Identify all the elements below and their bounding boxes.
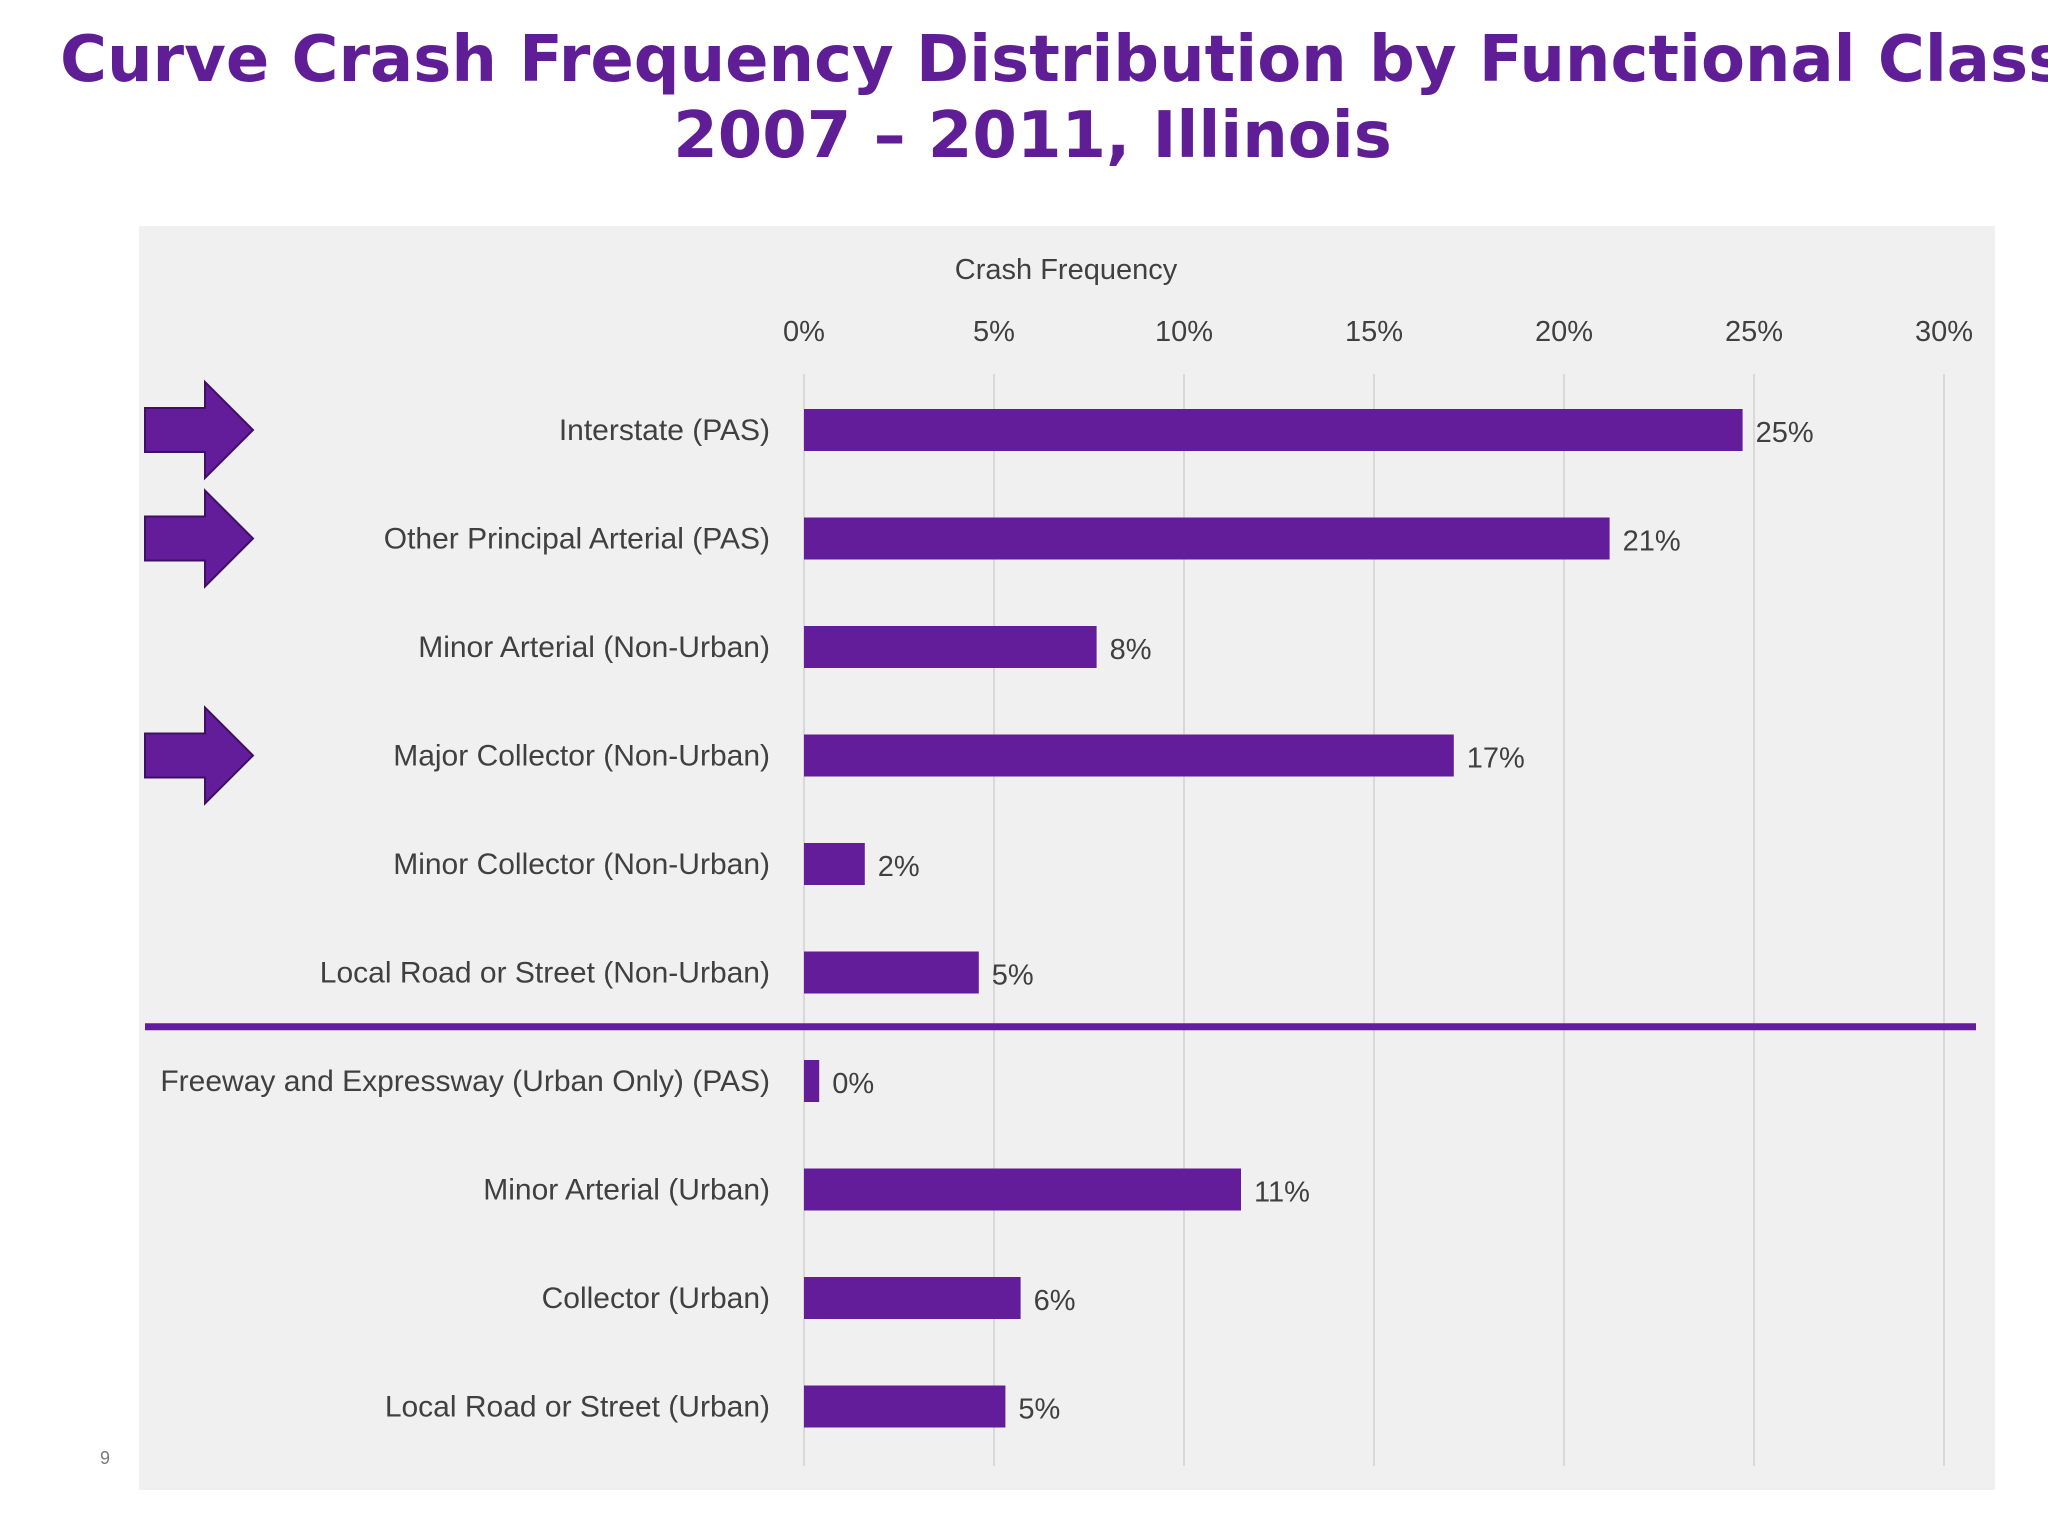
data-label: 0% <box>832 1068 874 1100</box>
x-tick-label: 30% <box>1915 316 1973 348</box>
bar <box>804 626 1097 668</box>
category-label: Local Road or Street (Urban) <box>385 1391 770 1424</box>
data-label: 5% <box>1018 1394 1060 1426</box>
slide-number: 9 <box>100 1448 111 1468</box>
bar <box>804 1385 1006 1428</box>
x-axis-title: Crash Frequency <box>955 254 1178 286</box>
category-label: Minor Arterial (Urban) <box>483 1174 770 1207</box>
x-tick-label: 25% <box>1725 316 1783 348</box>
category-label: Minor Arterial (Non-Urban) <box>418 631 770 664</box>
category-label: Collector (Urban) <box>542 1282 770 1315</box>
slide-title-line-1: Curve Crash Frequency Distribution by Fu… <box>60 23 2048 97</box>
bar <box>804 1277 1021 1319</box>
slide-title: Curve Crash Frequency Distribution by Fu… <box>60 22 2048 174</box>
data-label: 25% <box>1756 417 1814 449</box>
category-label: Freeway and Expressway (Urban Only) (PAS… <box>160 1065 770 1098</box>
highlight-arrow-icon <box>144 379 255 481</box>
category-label: Major Collector (Non-Urban) <box>393 740 770 773</box>
bar <box>804 951 979 994</box>
slide-title-line-2: 2007 – 2011, Illinois <box>673 99 1392 173</box>
bar <box>804 734 1454 777</box>
category-label: Other Principal Arterial (PAS) <box>384 523 770 556</box>
highlight-arrow-icon <box>144 705 255 806</box>
data-label: 17% <box>1467 743 1525 775</box>
data-label: 8% <box>1110 634 1152 666</box>
bar <box>804 517 1610 560</box>
bar <box>804 843 865 885</box>
category-label: Local Road or Street (Non-Urban) <box>320 957 770 990</box>
bar <box>804 1168 1241 1211</box>
x-tick-label: 0% <box>783 316 825 348</box>
x-tick-label: 5% <box>973 316 1015 348</box>
x-tick-label: 10% <box>1155 316 1213 348</box>
x-tick-label: 20% <box>1535 316 1593 348</box>
data-label: 2% <box>878 851 920 883</box>
category-label: Minor Collector (Non-Urban) <box>393 848 770 881</box>
data-label: 11% <box>1254 1177 1310 1209</box>
bar <box>804 409 1743 451</box>
x-tick-label: 15% <box>1345 316 1403 348</box>
bar <box>804 1060 820 1102</box>
data-label: 6% <box>1034 1285 1076 1317</box>
category-label: Interstate (PAS) <box>559 414 770 447</box>
highlight-arrow-icon <box>144 488 255 589</box>
data-label: 21% <box>1623 526 1681 558</box>
data-label: 5% <box>992 960 1034 992</box>
